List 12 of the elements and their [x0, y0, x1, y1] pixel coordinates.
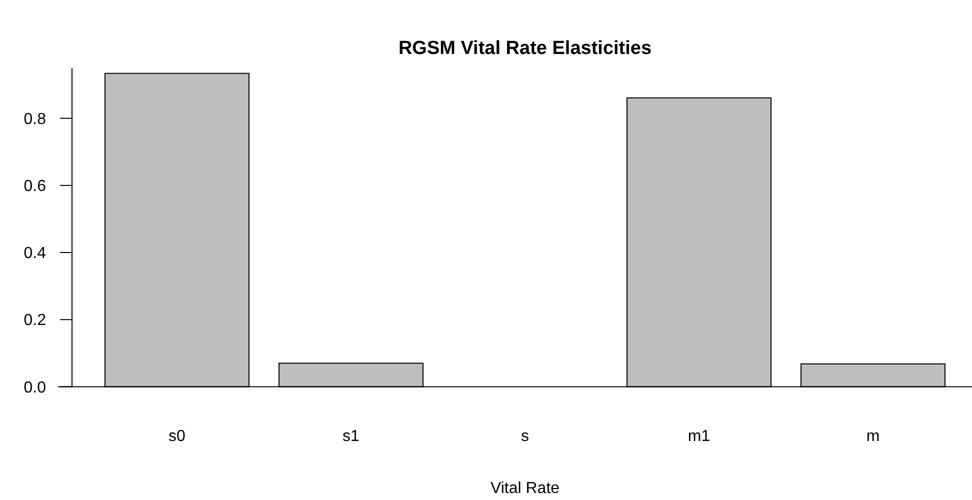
x-axis-title: Vital Rate	[490, 480, 560, 497]
x-tick-label: s0	[168, 428, 186, 445]
chart-title: RGSM Vital Rate Elasticities	[398, 38, 652, 59]
y-tick-label: 0.8	[24, 110, 46, 128]
x-tick-label: m1	[688, 428, 710, 445]
x-tick-label: s1	[342, 428, 360, 445]
y-tick-label: 0.4	[24, 245, 46, 262]
y-tick-label: 0.2	[24, 312, 46, 330]
y-tick-label: 0.0	[24, 379, 46, 396]
y-tick-label: 0.6	[24, 178, 46, 196]
x-tick-label: s	[521, 428, 529, 445]
x-tick-label: m	[866, 428, 880, 445]
